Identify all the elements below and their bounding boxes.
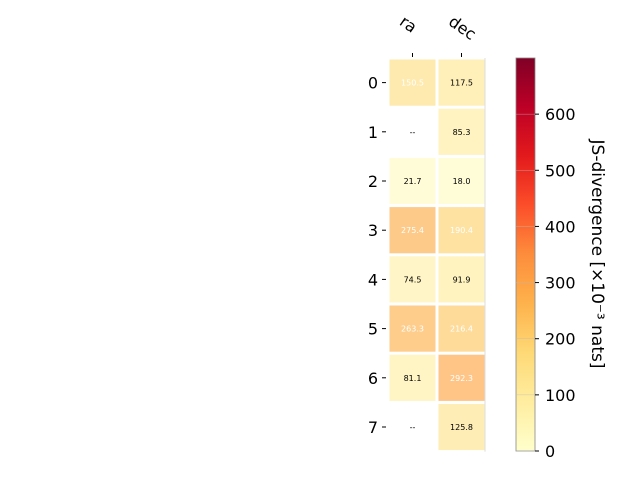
cell-label-6-ra: 81.1 bbox=[404, 374, 422, 383]
cell-label-3-ra: 275.4 bbox=[401, 226, 424, 235]
cell-6-ra bbox=[389, 354, 436, 401]
colorbar-tick-label-200: 200 bbox=[545, 330, 576, 349]
cell-7-ra bbox=[389, 403, 436, 451]
row-tick-label-3: 3 bbox=[368, 221, 378, 240]
colorbar: 0 100 200 300 400 500 600 JS-divergence [×10⁻³… bbox=[515, 57, 607, 461]
row-tick-label-5: 5 bbox=[368, 320, 378, 339]
colorbar-tick-label-300: 300 bbox=[545, 274, 576, 293]
colorbar-label: JS-divergence [×10⁻³ nats] bbox=[587, 139, 607, 369]
cell-5-dec bbox=[438, 305, 485, 352]
row-tick-label-0: 0 bbox=[368, 74, 378, 93]
cell-2-ra bbox=[389, 157, 436, 205]
cell-label-6-dec: 292.3 bbox=[450, 374, 473, 383]
cell-4-ra bbox=[389, 256, 436, 303]
row-tick-label-4: 4 bbox=[368, 270, 378, 289]
cell-label-4-ra: 74.5 bbox=[404, 275, 422, 284]
cell-7-dec bbox=[438, 403, 485, 451]
colorbar-tick-label-400: 400 bbox=[545, 217, 576, 236]
colorbar-gradient bbox=[515, 57, 536, 452]
cell-4-dec bbox=[438, 256, 485, 303]
cell-label-5-ra: 263.3 bbox=[401, 325, 424, 334]
cell-label-3-dec: 190.4 bbox=[450, 226, 473, 235]
cell-label-5-dec: 216.4 bbox=[450, 325, 473, 334]
cell-6-dec bbox=[438, 354, 485, 401]
colorbar-tick-label-500: 500 bbox=[545, 161, 576, 180]
cell-label-2-dec: 18.0 bbox=[453, 177, 471, 186]
cell-value-labels: 150.5 117.5 -- 85.3 21.7 18.0 275.4 190.4 74.5 91… bbox=[401, 79, 473, 432]
cell-label-7-ra: -- bbox=[410, 423, 416, 432]
colorbar-tick-label-0: 0 bbox=[545, 442, 555, 461]
cell-label-0-dec: 117.5 bbox=[450, 79, 473, 88]
row-tick-label-6: 6 bbox=[368, 369, 378, 388]
column-tick-labels: ra dec bbox=[396, 12, 480, 57]
heatmap-cells bbox=[389, 58, 486, 452]
cell-3-ra bbox=[389, 207, 436, 254]
row-tick-labels: 0 1 2 3 4 5 6 7 bbox=[368, 74, 386, 437]
row-tick-label-2: 2 bbox=[368, 172, 378, 191]
cell-1-ra bbox=[389, 108, 436, 155]
cell-label-1-ra: -- bbox=[410, 128, 416, 137]
cell-2-dec bbox=[438, 157, 485, 205]
cell-0-ra bbox=[389, 59, 436, 106]
cell-0-dec bbox=[438, 59, 485, 106]
cell-label-2-ra: 21.7 bbox=[404, 177, 422, 186]
row-tick-label-7: 7 bbox=[368, 418, 378, 437]
cell-label-7-dec: 125.8 bbox=[450, 423, 473, 432]
row-tick-label-1: 1 bbox=[368, 123, 378, 142]
cell-3-dec bbox=[438, 207, 485, 254]
colorbar-tick-label-100: 100 bbox=[545, 386, 576, 405]
column-tick-label-dec: dec bbox=[445, 12, 479, 44]
cell-label-0-ra: 150.5 bbox=[401, 79, 424, 88]
cell-label-4-dec: 91.9 bbox=[453, 275, 471, 284]
column-tick-label-ra: ra bbox=[396, 12, 420, 37]
cell-5-ra bbox=[389, 305, 436, 352]
cell-label-1-dec: 85.3 bbox=[453, 128, 471, 137]
colorbar-tick-label-600: 600 bbox=[545, 105, 576, 124]
colorbar-ticks: 0 100 200 300 400 500 600 bbox=[516, 105, 576, 461]
cell-1-dec bbox=[438, 108, 485, 155]
